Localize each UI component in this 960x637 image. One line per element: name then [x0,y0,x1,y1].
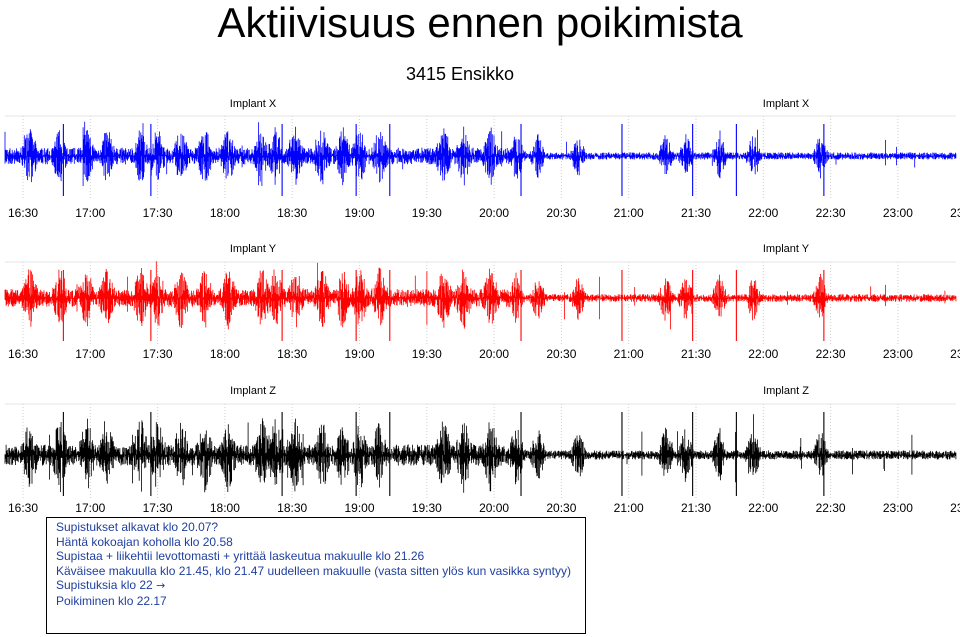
series-trace [4,121,957,186]
chart-title: Implant Y [763,243,810,255]
x-tick-label: 21:30 [681,347,711,361]
x-tick-label: 20:00 [479,206,509,220]
page-subtitle: 3415 Ensikko [406,64,515,84]
note-line: Supistaa + liikehtii levottomasti + yrit… [56,549,425,564]
chart-title: Implant X [763,98,810,110]
notes-box: Supistukset alkavat klo 20.07? Häntä kok… [46,517,586,634]
chart-title: Implant Z [230,385,276,397]
note-line-with-arrow: Supistuksia klo 22 → [56,578,576,594]
chart-panel-implant-x: Implant X Implant X 16:30 17:00 17:30 18:00 18… [4,98,960,220]
x-tick-label: 16:30 [8,206,38,220]
x-tick-label: 18:30 [277,206,307,220]
chart-panel-implant-z: Implant Z Implant Z 16:30 17:00 17:30 18:00 18… [4,385,960,515]
x-tick-label: 21:00 [614,206,644,220]
x-tick-label: 22:30 [816,501,846,515]
x-tick-label: 23:00 [883,206,913,220]
x-tick-label: 21:30 [681,206,711,220]
note-text: Supistuksia klo 22 [56,578,153,593]
note-line: Poikiminen klo 22.17 [56,593,167,608]
series-trace [4,261,957,330]
x-tick-label: 20:00 [479,347,509,361]
x-tick-label: 23:30 [950,347,960,361]
x-tick-label: 22:00 [748,501,778,515]
x-tick-label: 19:30 [412,347,442,361]
note-line: Käväisee makuulla klo 21.45, klo 21.47 u… [56,563,571,578]
x-tick-label: 16:30 [8,501,38,515]
note-line: Häntä kokoajan koholla klo 20.58 [56,534,233,549]
x-tick-label: 18:00 [210,347,240,361]
x-tick-label: 18:00 [210,501,240,515]
x-tick-label: 17:30 [143,501,173,515]
chart-title: Implant X [230,98,277,110]
x-tick-label: 18:30 [277,347,307,361]
x-tick-label: 18:30 [277,501,307,515]
x-tick-label: 20:30 [546,206,576,220]
x-tick-label: 22:00 [748,206,778,220]
x-tick-label: 23:30 [950,206,960,220]
page-title: Aktiivisuus ennen poikimista [217,0,743,46]
x-tick-label: 20:00 [479,501,509,515]
x-tick-label: 19:30 [412,501,442,515]
x-tick-label: 19:00 [344,501,374,515]
x-tick-label: 17:30 [143,206,173,220]
x-tick-label: 20:30 [546,501,576,515]
x-tick-label: 17:00 [75,501,105,515]
x-tick-label: 19:00 [344,347,374,361]
note-line: Supistukset alkavat klo 20.07? [56,520,219,534]
x-tick-label: 21:00 [614,347,644,361]
series-trace [4,414,957,493]
x-tick-label: 16:30 [8,347,38,361]
x-tick-label: 19:00 [344,206,374,220]
x-tick-label: 21:30 [681,501,711,515]
x-tick-label: 17:00 [75,206,105,220]
x-tick-label: 20:30 [546,347,576,361]
x-tick-label: 17:00 [75,347,105,361]
x-tick-label: 22:00 [748,347,778,361]
chart-panel-implant-y: Implant Y Implant Y 16:30 17:00 17:30 18:00 18… [4,243,960,361]
x-tick-label: 17:30 [143,347,173,361]
x-tick-label: 22:30 [816,206,846,220]
x-tick-label: 23:00 [883,347,913,361]
x-tick-label: 23:30 [950,501,960,515]
x-tick-label: 22:30 [816,347,846,361]
x-tick-label: 21:00 [614,501,644,515]
chart-title: Implant Y [230,243,277,255]
chart-title: Implant Z [763,385,809,397]
x-tick-label: 18:00 [210,206,240,220]
right-arrow-icon: → [156,579,166,593]
x-tick-label: 19:30 [412,206,442,220]
x-tick-label: 23:00 [883,501,913,515]
